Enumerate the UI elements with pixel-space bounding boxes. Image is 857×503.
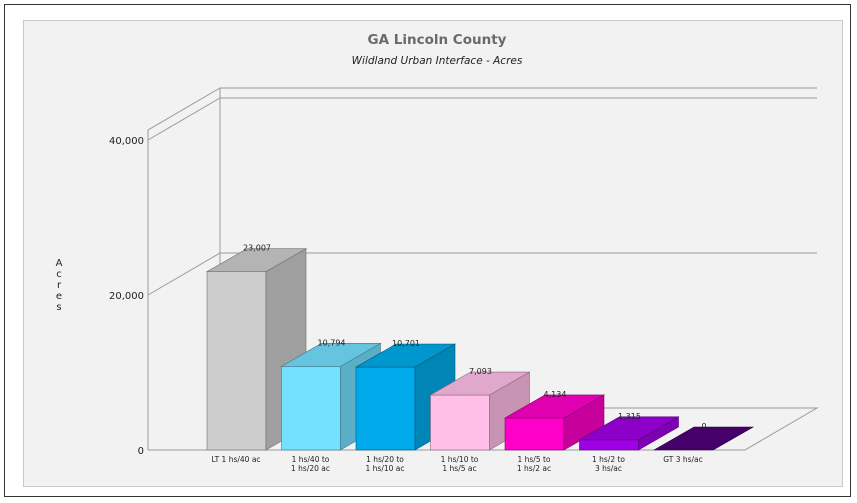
data-label: 23,007 (243, 244, 271, 253)
bars (207, 249, 753, 450)
x-tick-label: 1 hs/2 to (592, 455, 625, 464)
y-tick-labels: 0 20,000 40,000 (109, 136, 144, 457)
bar-front (431, 395, 490, 450)
x-tick-label: 1 hs/10 to (441, 455, 479, 464)
y-axis-label-letter: e (56, 291, 62, 302)
bar-front (505, 418, 564, 450)
y-tick-label: 0 (138, 446, 144, 457)
data-label: 10,794 (318, 338, 346, 347)
chart-title: GA Lincoln County (368, 32, 507, 48)
x-tick-label: 3 hs/ac (595, 464, 622, 473)
bar-front (207, 272, 266, 450)
gridline (148, 98, 817, 140)
x-tick-label: 1 hs/20 ac (291, 464, 330, 473)
x-tick-label: 1 hs/5 to (517, 455, 550, 464)
y-axis-label-letter: r (57, 280, 62, 291)
x-tick-label: 1 hs/20 to (366, 455, 404, 464)
data-label: 0 (701, 422, 706, 431)
y-tick-label: 40,000 (109, 136, 144, 147)
x-tick-labels: LT 1 hs/40 ac 1 hs/40 to1 hs/20 ac 1 hs/20… (211, 455, 702, 473)
x-tick-label: LT 1 hs/40 ac (211, 455, 260, 464)
y-axis-label-letter: c (56, 269, 62, 280)
x-tick-label: 1 hs/40 to (292, 455, 330, 464)
y-axis-label-letter: A (56, 258, 63, 269)
y-axis-label: Acres (56, 258, 63, 313)
data-label: 1,315 (618, 412, 641, 421)
y-tick-label: 20,000 (109, 291, 144, 302)
data-label: 4,134 (544, 390, 567, 399)
x-tick-label: 1 hs/5 ac (442, 464, 476, 473)
bar-front (282, 366, 341, 450)
y-axis-label-letter: s (56, 302, 61, 313)
data-label: 7,093 (469, 367, 492, 376)
data-label: 10,701 (392, 339, 420, 348)
bar-front (356, 367, 415, 450)
x-tick-label: 1 hs/2 ac (517, 464, 551, 473)
bar-front (580, 440, 639, 450)
x-tick-label: 1 hs/10 ac (366, 464, 405, 473)
chart-subtitle: Wildland Urban Interface - Acres (352, 55, 523, 67)
x-tick-label: GT 3 hs/ac (663, 455, 703, 464)
